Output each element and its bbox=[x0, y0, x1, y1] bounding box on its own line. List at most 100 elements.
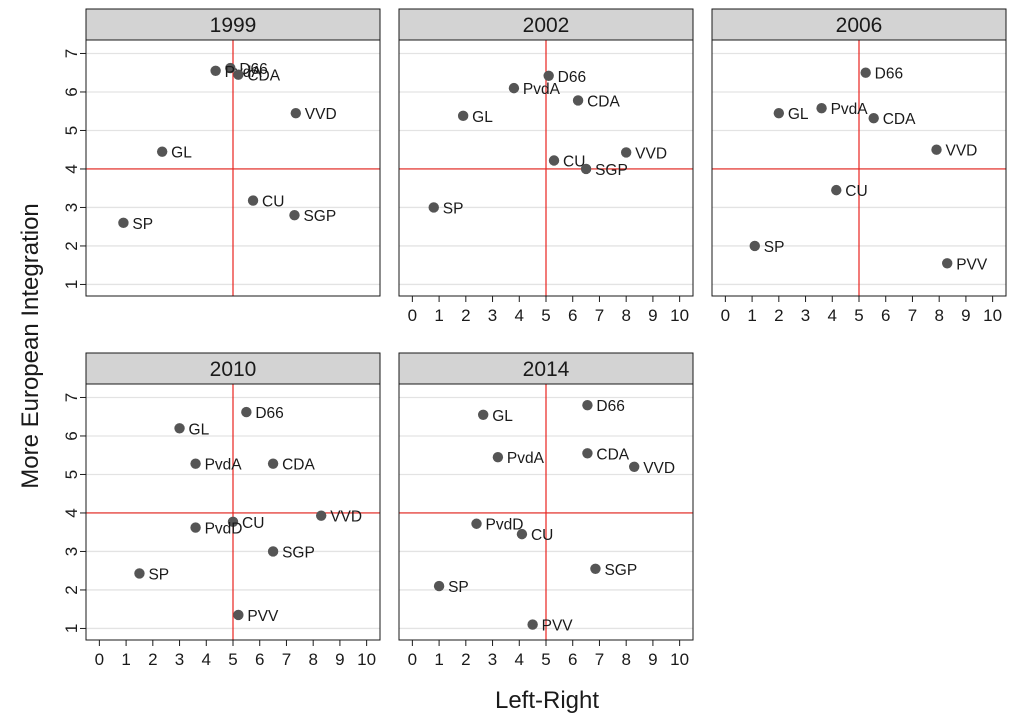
x-tick-label: 3 bbox=[488, 650, 497, 669]
x-tick-label: 7 bbox=[595, 650, 604, 669]
point-label-CDA: CDA bbox=[282, 457, 315, 474]
x-tick-label: 9 bbox=[335, 650, 344, 669]
point-label-PvdD: PvdD bbox=[486, 517, 524, 534]
data-point-PvdD bbox=[190, 522, 201, 533]
x-tick-label: 3 bbox=[175, 650, 184, 669]
panel-2014: 2014 D66 GL CDA PvdA VVD PvdD CU SGP SP PVV 0 1 2 3 4 5 6… bbox=[398, 352, 694, 669]
data-point-GL bbox=[773, 107, 785, 119]
x-tick-label: 5 bbox=[854, 306, 863, 325]
point-label-D66: D66 bbox=[239, 61, 267, 78]
point-label-SP: SP bbox=[148, 566, 169, 583]
data-point-VVD bbox=[629, 461, 640, 472]
x-tick-label: 8 bbox=[308, 650, 317, 669]
point-label-GL: GL bbox=[788, 106, 809, 123]
panels-layer: 1999D66PvdACDAVVDGLCUSGPSP12345672002D66… bbox=[62, 8, 1007, 669]
data-point-SP bbox=[134, 568, 145, 579]
data-point-SP bbox=[118, 217, 129, 229]
x-tick-label: 10 bbox=[357, 650, 376, 669]
x-tick-label: 4 bbox=[515, 306, 524, 325]
data-point-SGP bbox=[580, 163, 592, 175]
data-point-CDA bbox=[582, 448, 593, 459]
x-tick-label: 9 bbox=[648, 650, 657, 669]
point-label-CU: CU bbox=[845, 183, 867, 200]
x-tick-label: 0 bbox=[408, 306, 417, 325]
x-tick-label: 3 bbox=[801, 306, 810, 325]
y-axis-title: More European Integration bbox=[17, 203, 44, 489]
data-point-PvdA bbox=[508, 82, 520, 94]
point-label-CU: CU bbox=[563, 153, 585, 170]
data-point-SP bbox=[749, 240, 760, 252]
point-label-GL: GL bbox=[171, 145, 192, 162]
data-point-VVD bbox=[316, 510, 327, 521]
data-point-PvdA bbox=[190, 458, 201, 469]
x-tick-label: 2 bbox=[461, 306, 470, 325]
data-point-CU bbox=[548, 155, 560, 166]
point-label-VVD: VVD bbox=[946, 143, 978, 160]
data-point-GL bbox=[156, 146, 168, 157]
x-tick-label: 1 bbox=[747, 306, 756, 325]
x-tick-label: 9 bbox=[648, 306, 657, 325]
data-point-PvdA bbox=[816, 102, 827, 114]
panel-strip bbox=[398, 352, 694, 385]
data-point-GL bbox=[457, 110, 469, 122]
point-label-SP: SP bbox=[448, 579, 469, 596]
data-point-CU bbox=[227, 516, 239, 528]
data-point-CDA bbox=[267, 458, 279, 469]
data-point-D66 bbox=[582, 399, 593, 411]
x-tick-label: 8 bbox=[621, 306, 630, 325]
plot-frame bbox=[85, 39, 381, 297]
x-tick-label: 7 bbox=[595, 306, 604, 325]
data-point-SGP bbox=[289, 209, 300, 221]
point-label-PVV: PVV bbox=[247, 608, 279, 625]
data-point-PvdA bbox=[492, 451, 504, 463]
x-tick-label: 7 bbox=[282, 650, 291, 669]
data-point-CDA bbox=[868, 112, 879, 124]
point-label-GL: GL bbox=[189, 421, 210, 438]
point-label-VVD: VVD bbox=[643, 460, 675, 477]
y-tick-label: 5 bbox=[62, 126, 81, 135]
data-point-PvdA bbox=[210, 65, 221, 76]
x-tick-label: 4 bbox=[828, 306, 837, 325]
y-tick-label: 7 bbox=[62, 49, 81, 58]
panel-title: 2002 bbox=[523, 14, 570, 37]
data-point-GL bbox=[477, 409, 489, 420]
data-point-D66 bbox=[225, 62, 236, 74]
panel-title: 2006 bbox=[836, 14, 883, 37]
point-label-CDA: CDA bbox=[883, 111, 916, 128]
point-label-GL: GL bbox=[492, 408, 513, 425]
data-point-D66 bbox=[860, 67, 871, 78]
data-point-CU bbox=[247, 195, 259, 206]
data-point-PVV bbox=[942, 258, 953, 269]
point-label-CU: CU bbox=[242, 515, 264, 532]
point-label-SP: SP bbox=[764, 239, 785, 256]
y-tick-label: 1 bbox=[62, 280, 81, 289]
data-point-SGP bbox=[267, 546, 279, 557]
x-tick-label: 2 bbox=[148, 650, 157, 669]
point-label-PvdA: PvdA bbox=[523, 81, 561, 98]
x-axis-title: Left-Right bbox=[495, 687, 599, 714]
x-tick-label: 3 bbox=[488, 306, 497, 325]
data-point-VVD bbox=[620, 147, 632, 158]
panel-title: 2010 bbox=[210, 358, 257, 381]
x-tick-label: 0 bbox=[721, 306, 730, 325]
point-label-SP: SP bbox=[132, 216, 153, 233]
data-point-VVD bbox=[290, 107, 302, 119]
point-label-CDA: CDA bbox=[587, 93, 620, 110]
point-label-VVD: VVD bbox=[330, 509, 362, 526]
x-tick-label: 9 bbox=[961, 306, 970, 325]
x-tick-label: 1 bbox=[434, 306, 443, 325]
x-tick-label: 2 bbox=[461, 650, 470, 669]
x-tick-label: 0 bbox=[408, 650, 417, 669]
x-tick-label: 7 bbox=[908, 306, 917, 325]
x-tick-label: 5 bbox=[228, 650, 237, 669]
panel-title: 2014 bbox=[523, 358, 570, 381]
panel-title: 1999 bbox=[210, 14, 257, 37]
point-label-SGP: SGP bbox=[303, 208, 336, 225]
point-label-PvdA: PvdA bbox=[507, 450, 545, 467]
y-tick-label: 3 bbox=[62, 547, 81, 556]
x-tick-label: 4 bbox=[202, 650, 211, 669]
y-tick-label: 6 bbox=[62, 431, 81, 440]
data-point-SP bbox=[433, 580, 445, 592]
point-label-D66: D66 bbox=[596, 398, 624, 415]
